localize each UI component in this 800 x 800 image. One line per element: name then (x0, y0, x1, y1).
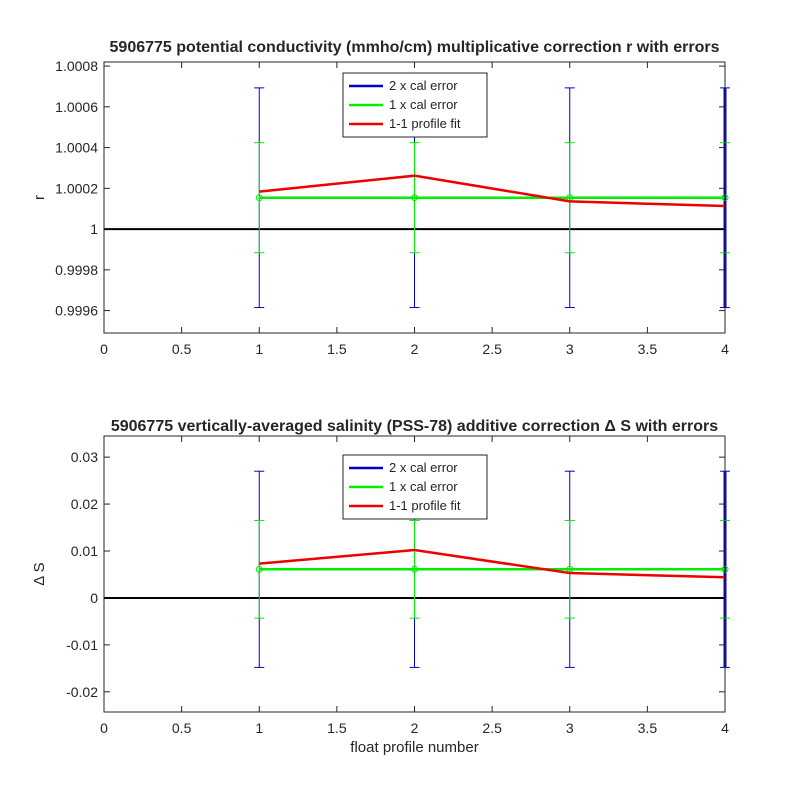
y-tick-label: 1.0004 (55, 140, 98, 156)
series-line (259, 548, 726, 579)
y-tick-label: 0.01 (71, 543, 98, 559)
x-axis-label: float profile number (350, 739, 478, 756)
series-1-1-profile-fit (259, 548, 726, 579)
x-tick-label: 3.5 (638, 341, 658, 357)
y-tick-label: 0.03 (71, 449, 98, 465)
y-tick-label: 1.0008 (55, 58, 98, 74)
x-tick-label: 2 (411, 720, 419, 736)
data-point (255, 565, 263, 573)
x-tick-label: 1 (255, 720, 263, 736)
y-tick-label: 1.0006 (55, 99, 98, 115)
legend-label: 2 x cal error (389, 460, 458, 475)
y-tick-label: -0.02 (66, 684, 98, 700)
y-tick-label: -0.01 (66, 637, 98, 653)
axes-box (103, 61, 726, 334)
legend-label: 2 x cal error (389, 78, 458, 93)
legend-label: 1-1 profile fit (389, 498, 461, 513)
data-point (411, 565, 418, 573)
series-1-1-profile-fit (259, 174, 726, 208)
x-tick-label: 0.5 (172, 341, 192, 357)
legend: 2 x cal error 1 x cal error 1-1 profile fi… (342, 72, 488, 138)
y-axis-label: Δ S (31, 562, 48, 585)
x-tick-label: 3 (566, 720, 574, 736)
x-tick-label: 4 (721, 341, 729, 357)
series-line (259, 174, 726, 208)
y-tick-label: 0.02 (71, 496, 98, 512)
x-tick-label: 1.5 (327, 720, 347, 736)
data-point (255, 194, 263, 202)
y-tick-label: 1 (90, 221, 98, 237)
x-tick-label: 3.5 (638, 720, 658, 736)
y-tick-label: 0 (90, 590, 98, 606)
x-tick-label: 0.5 (172, 720, 192, 736)
chart-title: 5906775 potential conductivity (mmho/cm)… (110, 39, 720, 56)
data-point (411, 194, 418, 202)
legend-label: 1 x cal error (389, 97, 458, 112)
x-tick-label: 2.5 (482, 720, 502, 736)
plot-conductivity-correction: 5906775 potential conductivity (mmho/cm)… (31, 39, 730, 357)
legend-label: 1 x cal error (389, 479, 458, 494)
x-tick-label: 4 (721, 720, 729, 736)
legend: 2 x cal error 1 x cal error 1-1 profile fi… (342, 454, 488, 520)
legend-label: 1-1 profile fit (389, 116, 461, 131)
x-tick-label: 0 (100, 341, 108, 357)
plot-salinity-correction: 5906775 vertically-averaged salinity (PS… (31, 418, 730, 756)
y-tick-label: 1.0002 (55, 180, 98, 196)
y-tick-label: 0.9998 (55, 262, 98, 278)
x-tick-label: 3 (566, 341, 574, 357)
y-tick-label: 0.9996 (55, 303, 98, 319)
x-tick-label: 1 (255, 341, 263, 357)
x-tick-label: 2.5 (482, 341, 502, 357)
axes-box (103, 435, 726, 713)
y-axis-label: r (31, 195, 48, 200)
x-tick-label: 1.5 (327, 341, 347, 357)
chart-title: 5906775 vertically-averaged salinity (PS… (111, 418, 718, 435)
x-tick-label: 0 (100, 720, 108, 736)
x-tick-label: 2 (411, 341, 419, 357)
